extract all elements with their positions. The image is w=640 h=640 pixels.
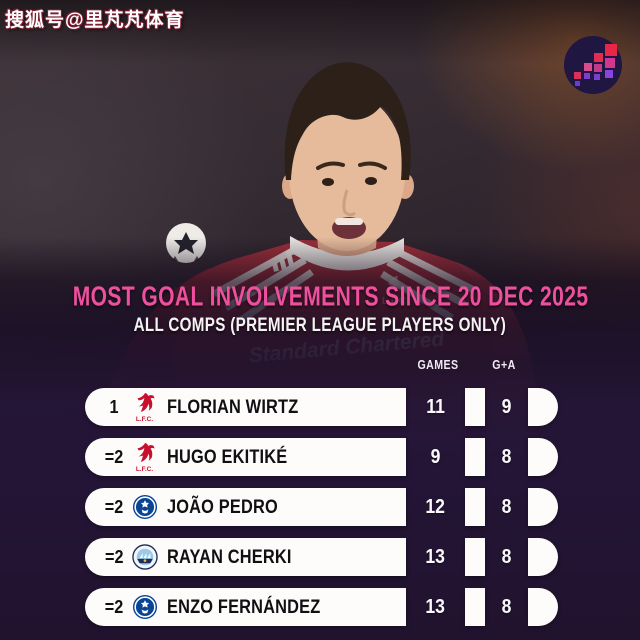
ga-value: 8 (501, 595, 512, 618)
games-value: 13 (425, 595, 446, 618)
rank-label: =2 (104, 596, 124, 617)
player-name: FLORIAN WIRTZ (167, 395, 299, 418)
divider-block (465, 438, 485, 476)
divider-block (465, 488, 485, 526)
divider-block (465, 538, 485, 576)
ga-value: 8 (501, 545, 512, 568)
player-pill: =2 L.F.C. HUGO EKITIKÉ (85, 438, 406, 476)
player-eye-right (365, 177, 377, 185)
player-teeth (335, 218, 363, 225)
rank-label: =2 (104, 546, 124, 567)
chelsea-crest-icon (131, 591, 158, 623)
row-end-cap (528, 488, 558, 526)
row-end-cap (528, 438, 558, 476)
liverpool-crest-icon: L.F.C. (131, 391, 158, 423)
table-row: 1 L.F.C. FLORIAN WIRTZ 11 9 (85, 388, 558, 426)
page-subtitle: ALL COMPS (PREMIER LEAGUE PLAYERS ONLY) (133, 314, 507, 337)
row-end-cap (528, 388, 558, 426)
sohu-watermark: 搜狐号@里芃芃体育 (5, 10, 185, 31)
ga-value: 8 (501, 495, 512, 518)
ga-value: 9 (501, 395, 512, 418)
rank-label: =2 (104, 446, 124, 467)
divider-block (465, 588, 485, 626)
rank-label: 1 (109, 396, 119, 417)
liverpool-crest-icon: L.F.C. (131, 441, 158, 473)
divider-block (465, 388, 485, 426)
games-value: 11 (426, 395, 445, 418)
player-pill: =2 JOÃO PEDRO (85, 488, 406, 526)
stats-table: 1 L.F.C. FLORIAN WIRTZ 11 9 =2 (85, 388, 558, 638)
chelsea-crest-icon (131, 491, 158, 523)
player-eye-left (322, 178, 334, 186)
table-row: =2 JOÃO PEDRO 12 8 (85, 488, 558, 526)
liverpool-crest-text: L.F.C. (136, 416, 154, 423)
player-pill: 1 L.F.C. FLORIAN WIRTZ (85, 388, 406, 426)
table-row: =2 RAYAN CHERKI 13 8 (85, 538, 558, 576)
liverpool-crest-text: L.F.C. (136, 466, 154, 473)
games-value: 13 (425, 545, 446, 568)
ucl-starball-badge (166, 223, 206, 263)
row-end-cap (528, 588, 558, 626)
man-city-crest-icon (131, 541, 158, 573)
player-pill: =2 ENZO FERNÁNDEZ (85, 588, 406, 626)
column-header-games: GAMES (417, 358, 459, 372)
column-header-ga: G+A (492, 358, 516, 372)
games-value: 12 (425, 495, 446, 518)
player-name: JOÃO PEDRO (167, 495, 278, 518)
player-pill: =2 RAYAN CHERKI (85, 538, 406, 576)
row-end-cap (528, 538, 558, 576)
player-name: RAYAN CHERKI (167, 545, 292, 568)
player-name: ENZO FERNÁNDEZ (167, 595, 321, 618)
rank-label: =2 (104, 496, 124, 517)
player-name: HUGO EKITIKÉ (167, 445, 288, 468)
rank-label-wrap: =2 (97, 541, 131, 573)
page-title: MOST GOAL INVOLVEMENTS SINCE 20 DEC 2025 (72, 280, 589, 312)
logo-pixel-bars (574, 44, 617, 86)
stats-brand-logo (564, 36, 622, 94)
ga-value: 8 (501, 445, 512, 468)
table-row: =2 ENZO FERNÁNDEZ 13 8 (85, 588, 558, 626)
table-row: =2 L.F.C. HUGO EKITIKÉ 9 8 (85, 438, 558, 476)
games-value: 9 (430, 445, 441, 468)
